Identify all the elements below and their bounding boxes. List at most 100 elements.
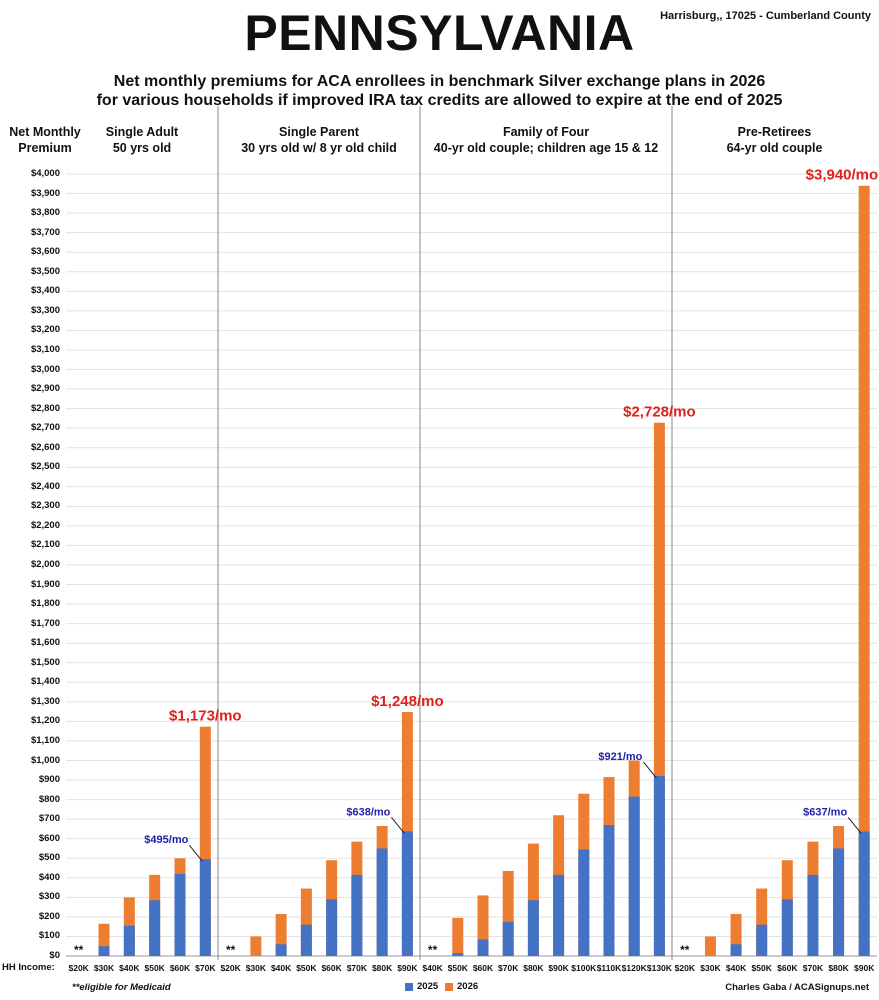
bar-2026 (250, 936, 262, 956)
y-tick-label: $3,500 (30, 265, 60, 277)
group-header-pre-retirees: Pre-Retirees 64-yr old couple (672, 124, 877, 156)
group-title: Single Parent (279, 125, 359, 139)
x-tick-label: $70K (498, 963, 519, 973)
x-tick-label: $80K (371, 963, 393, 973)
x-tick-label: $90K (397, 963, 418, 973)
group-title: Family of Four (502, 125, 590, 139)
bar-2025 (730, 944, 742, 956)
y-tick-label: $3,000 (30, 363, 60, 375)
x-tick-label: $90K (548, 963, 569, 973)
y-tick-label: $3,400 (30, 285, 60, 297)
x-tick-label: $50K (144, 963, 165, 973)
x-tick-label: $50K (447, 963, 468, 973)
subtitle-line-2: for various households if improved IRA t… (96, 92, 783, 109)
bar-2025 (300, 924, 312, 956)
y-tick-label: $3,700 (30, 226, 60, 238)
bar-2026 (527, 843, 539, 956)
bar-2025 (756, 924, 768, 956)
label-2026-max: $1,248/mo (371, 693, 444, 710)
legend-swatch-2026 (445, 982, 453, 991)
y-tick-label: $1,100 (30, 734, 60, 746)
y-tick-label: $500 (38, 852, 60, 864)
chart-subtitle: Net monthly premiums for ACA enrollees i… (0, 72, 879, 110)
bar-2025 (653, 775, 665, 956)
label-leader-line (390, 816, 405, 834)
group-title: Single Adult (105, 125, 179, 139)
y-tick-label: $1,800 (30, 598, 60, 610)
y-tick-label: $2,000 (30, 559, 60, 570)
group-subtitle: 50 yrs old (112, 141, 172, 155)
x-tick-label: $80K (523, 963, 544, 973)
group-header-single-adult: Single Adult 50 yrs old (66, 124, 218, 156)
x-tick-label: $20K (220, 963, 241, 973)
bar-2025 (199, 859, 211, 956)
x-tick-label: $110K (596, 963, 622, 973)
bar-2025 (477, 939, 489, 956)
label-leader-line (847, 817, 862, 834)
x-tick-label: $90K (854, 963, 875, 973)
x-tick-label: $60K (472, 963, 494, 973)
y-tick-label: $200 (38, 910, 60, 922)
legend-label-2025: 2025 (417, 981, 439, 992)
group-header-single-parent: Single Parent 30 yrs old w/ 8 yr old chi… (218, 124, 420, 156)
label-2026-max: $2,728/mo (623, 404, 696, 421)
x-tick-label: $20K (674, 963, 695, 973)
x-tick-label: $40K (270, 963, 292, 973)
medicaid-marker: ** (428, 943, 438, 957)
y-tick-label: $1,500 (30, 656, 60, 668)
x-tick-label: $60K (169, 963, 191, 973)
y-tick-label: $3,100 (30, 343, 60, 355)
y-tick-label: $2,500 (30, 461, 60, 473)
y-tick-label: $2,600 (30, 441, 60, 453)
medicaid-marker: ** (226, 943, 236, 957)
y-axis-title-line-2: Premium (18, 141, 72, 155)
y-tick-label: $2,400 (30, 480, 60, 492)
label-2025-max: $495/mo (144, 834, 188, 846)
y-tick-label: $800 (38, 793, 60, 805)
label-2026-max: $3,940/mo (806, 167, 879, 184)
y-axis-title: Net Monthly Premium (4, 124, 86, 156)
bar-2025 (603, 825, 615, 956)
bar-2025 (858, 831, 870, 956)
bar-2026 (653, 422, 665, 956)
y-tick-label: $3,300 (30, 304, 60, 316)
x-tick-label: $20K (68, 963, 89, 973)
label-2025-max: $921/mo (598, 751, 642, 763)
y-tick-label: $2,700 (30, 422, 60, 434)
y-tick-label: $1,700 (30, 617, 60, 629)
legend-2025: 2025 (405, 981, 438, 992)
x-tick-label: $130K (646, 963, 672, 973)
bar-2026 (477, 895, 489, 956)
y-tick-label: $1,200 (30, 715, 60, 727)
label-2025-max: $637/mo (803, 806, 847, 818)
bar-2025 (578, 849, 590, 956)
y-tick-label: $3,600 (30, 246, 60, 258)
x-tick-label: $120K (621, 963, 647, 973)
y-tick-label: $900 (38, 774, 60, 786)
bar-2025 (452, 953, 464, 956)
y-tick-label: $2,800 (30, 402, 60, 414)
y-tick-label: $4,000 (30, 168, 60, 179)
y-tick-label: $400 (38, 871, 60, 883)
subtitle-line-1: Net monthly premiums for ACA enrollees i… (113, 73, 766, 90)
x-tick-label: $50K (751, 963, 772, 973)
bar-2025 (401, 831, 413, 956)
location-label: Harrisburg,, 17025 - Cumberland County (660, 10, 871, 22)
bar-2025 (98, 946, 110, 956)
bar-2026 (730, 913, 742, 956)
x-tick-label: $100K (571, 963, 597, 973)
bar-2026 (858, 185, 870, 957)
group-subtitle: 40-yr old couple; children age 15 & 12 (433, 141, 659, 155)
bar-2026 (300, 888, 312, 956)
y-tick-label: $600 (38, 832, 60, 844)
y-tick-label: $3,900 (30, 187, 60, 199)
y-tick-label: $3,800 (30, 207, 60, 219)
bar-2025 (351, 874, 363, 956)
bar-2026 (275, 913, 287, 956)
bar-2025 (123, 925, 135, 956)
x-tick-label: $70K (802, 963, 824, 973)
bar-2026 (452, 917, 464, 956)
y-tick-label: $2,200 (30, 519, 60, 531)
y-tick-label: $1,300 (30, 695, 60, 707)
